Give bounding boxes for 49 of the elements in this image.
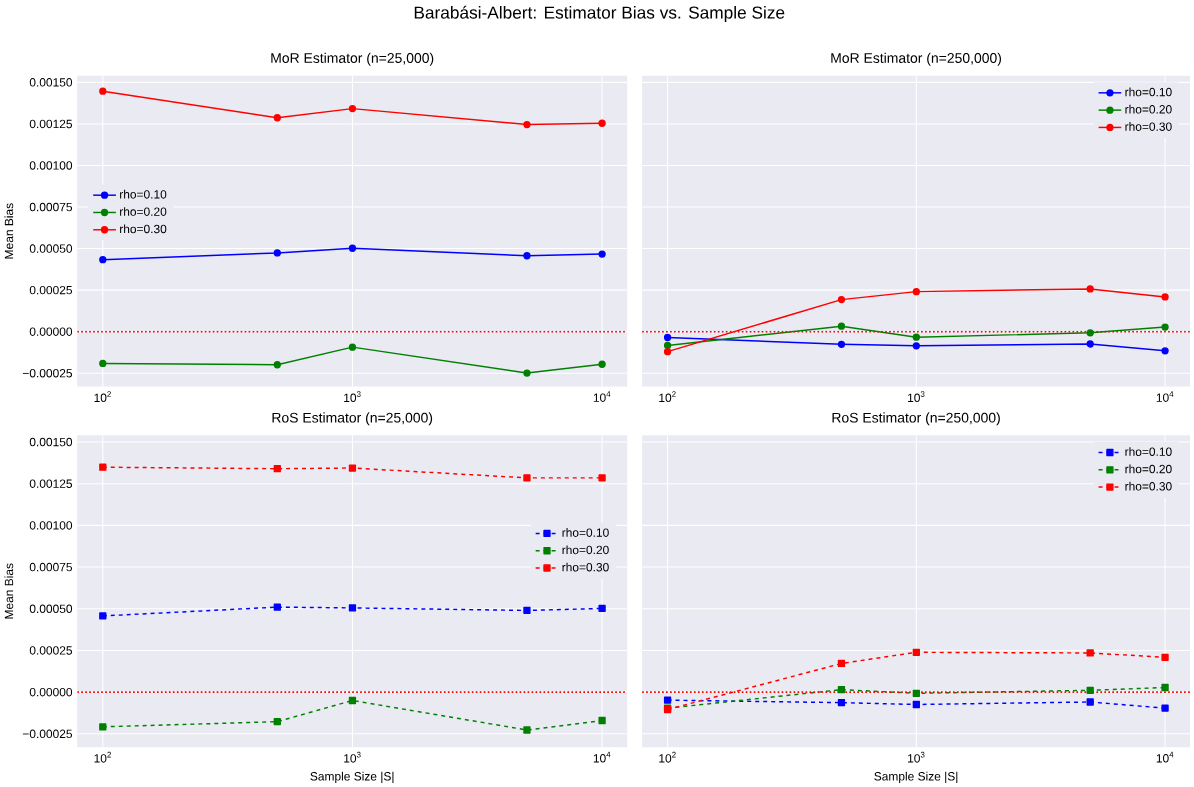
- legend-label: rho=0.10: [562, 527, 609, 537]
- y-tick-label: 0.00125: [29, 119, 73, 128]
- legend-label: rho=0.10: [1125, 446, 1172, 456]
- y-tick-label: 0.00100: [29, 520, 73, 530]
- text: Barabási-Albert: Estimator Bias vs. Sample Size: [414, 5, 785, 22]
- legend-label: rho=0.20: [120, 206, 167, 216]
- y-tick-label: 0.00075: [29, 562, 73, 572]
- y-tick-label: 0.00100: [29, 161, 73, 170]
- x-tick-label: 10$^{4}$: [1156, 391, 1174, 402]
- legend-label: rho=0.20: [1125, 464, 1172, 474]
- y-axis-title: Mean Bias: [4, 563, 14, 619]
- y-tick-label: 0.00125: [29, 479, 73, 488]
- y-tick-label: 0.00050: [29, 244, 73, 253]
- legend-label: rho=0.30: [562, 562, 609, 572]
- x-tick-label: 10$^{4}$: [593, 751, 611, 763]
- x-tick-label: 10$^{3}$: [344, 391, 361, 402]
- legend-label: rho=0.20: [562, 545, 609, 554]
- legend-label: rho=0.30: [120, 224, 167, 234]
- y-tick-label: −0.00025: [22, 729, 73, 738]
- x-axis-title: Sample Size |S|: [310, 771, 394, 783]
- x-tick-label: 10$^{2}$: [659, 391, 676, 402]
- chart-title: RoS Estimator (n=250,000): [832, 412, 1000, 426]
- chart-title: RoS Estimator (n=25,000): [272, 412, 433, 426]
- chart-title: MoR Estimator (n=25,000): [271, 52, 434, 66]
- legend-label: rho=0.30: [1125, 121, 1172, 131]
- x-tick-label: 10$^{4}$: [593, 391, 611, 402]
- x-tick-label: 10$^{3}$: [908, 751, 925, 763]
- x-tick-label: 10$^{2}$: [659, 751, 676, 763]
- y-tick-label: 0.00150: [29, 77, 73, 87]
- y-tick-label: −0.00025: [22, 368, 73, 378]
- chart-title: MoR Estimator (n=250,000): [831, 52, 1002, 66]
- y-tick-label: 0.00075: [29, 202, 73, 212]
- x-tick-label: 10$^{3}$: [344, 751, 361, 763]
- legend-label: rho=0.10: [120, 189, 167, 199]
- y-tick-label: 0.00025: [29, 646, 73, 655]
- y-tick-label: 0.00000: [29, 327, 73, 336]
- y-tick-label: 0.00050: [29, 604, 73, 613]
- legend-label: rho=0.10: [1125, 87, 1172, 97]
- x-tick-label: 10$^{3}$: [908, 391, 925, 402]
- x-axis-title: Sample Size |S|: [874, 771, 958, 783]
- x-tick-label: 10$^{2}$: [94, 391, 111, 402]
- x-tick-label: 10$^{4}$: [1156, 751, 1174, 763]
- y-tick-label: 0.00150: [29, 437, 73, 447]
- y-tick-label: 0.00000: [29, 687, 73, 697]
- legend-label: rho=0.20: [1125, 104, 1172, 114]
- legend-label: rho=0.30: [1125, 481, 1172, 491]
- y-axis-title: Mean Bias: [4, 203, 14, 259]
- x-tick-label: 10$^{2}$: [94, 751, 111, 763]
- y-tick-label: 0.00025: [29, 285, 73, 295]
